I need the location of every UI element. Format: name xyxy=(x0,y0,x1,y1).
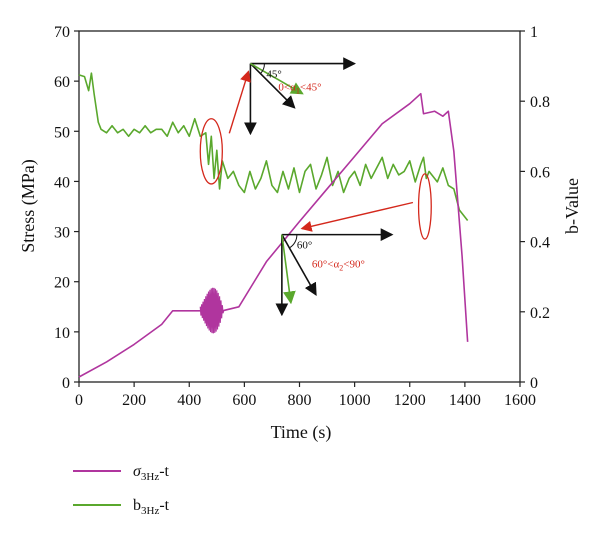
inset1-range-tail: <45° xyxy=(300,82,322,94)
y-left-tick-label: 60 xyxy=(54,74,70,91)
inset1-range-main: 0<α xyxy=(278,82,296,94)
y-left-tick-label: 70 xyxy=(54,24,70,41)
inset2-angle-label: 60° xyxy=(297,240,312,252)
legend-bvalue-suffix: -t xyxy=(159,497,169,514)
x-tick-label: 0 xyxy=(75,392,83,409)
inset2-angle-arc xyxy=(289,234,298,249)
legend-bvalue-main: b xyxy=(133,497,141,514)
inset2-60deg-arrow xyxy=(281,234,317,297)
x-tick-label: 1000 xyxy=(339,392,371,409)
inset1-45deg-arrow xyxy=(249,63,296,109)
connector-arrow-2 xyxy=(300,201,414,232)
x-tick-label: 1200 xyxy=(394,392,426,409)
highlight-ellipse xyxy=(199,118,223,185)
inset1-angle-label: 45° xyxy=(266,69,281,81)
series-line-sigma3hz xyxy=(78,92,469,378)
series-layer xyxy=(78,72,469,378)
inset2-range-sub: 2 xyxy=(339,264,343,273)
x-tick-label: 1600 xyxy=(504,392,536,409)
y-axis-right-label: b-Value xyxy=(562,178,582,234)
inset1-green-arrow xyxy=(250,62,304,95)
y-left-tick-label: 0 xyxy=(62,375,70,392)
annotation-layer: 45°0<α1<45° 60°60°<α2<90° xyxy=(199,57,432,317)
y-right-tick-label: 0.8 xyxy=(530,94,550,111)
inset2-range-main: 60°<α xyxy=(312,259,340,271)
tick-layer: 0 200 400 600 800 1000 1200 1400 160001020304050… xyxy=(54,24,550,409)
inset2-range-tail: <90° xyxy=(343,259,365,271)
series-line-b3hz xyxy=(78,72,469,222)
legend-bvalue-sub: 3Hz xyxy=(141,505,159,517)
x-axis-label: Time (s) xyxy=(271,422,332,443)
x-tick-label: 1400 xyxy=(449,392,481,409)
legend: σ3Hz-t b3Hz-t xyxy=(73,463,170,517)
y-left-tick-label: 20 xyxy=(54,275,70,292)
legend-label-stress: σ3Hz-t xyxy=(133,463,170,483)
y-right-tick-label: 1 xyxy=(530,24,538,41)
inset2-green-arrow xyxy=(281,234,296,305)
y-left-tick-label: 40 xyxy=(54,174,70,191)
y-axis-left-label: Stress (MPa) xyxy=(18,159,39,253)
y-right-tick-label: 0.2 xyxy=(530,305,550,322)
series-sigma3hz-oscillation xyxy=(199,287,225,334)
y-left-tick-label: 50 xyxy=(54,124,70,141)
y-right-tick-label: 0.6 xyxy=(530,164,550,181)
inset1-angle-arc xyxy=(260,63,265,74)
legend-stress-suffix: -t xyxy=(159,463,169,480)
y-left-tick-label: 10 xyxy=(54,325,70,342)
inset2-range-label: 60°<α2<90° xyxy=(312,259,365,273)
x-tick-label: 400 xyxy=(177,392,201,409)
y-left-tick-label: 30 xyxy=(54,225,70,242)
legend-label-bvalue: b3Hz-t xyxy=(133,497,170,517)
x-tick-label: 800 xyxy=(288,392,312,409)
y-right-tick-label: 0 xyxy=(530,375,538,392)
x-tick-label: 200 xyxy=(122,392,146,409)
y-right-tick-label: 0.4 xyxy=(530,235,550,252)
connector-arrow-1 xyxy=(228,70,251,134)
legend-stress-main: σ xyxy=(133,463,142,480)
inset1-range-sub: 1 xyxy=(296,87,300,96)
inset1-range-label: 0<α1<45° xyxy=(278,82,321,96)
legend-stress-sub: 3Hz xyxy=(141,471,159,483)
x-tick-label: 600 xyxy=(232,392,256,409)
highlight-ellipse xyxy=(417,173,432,240)
